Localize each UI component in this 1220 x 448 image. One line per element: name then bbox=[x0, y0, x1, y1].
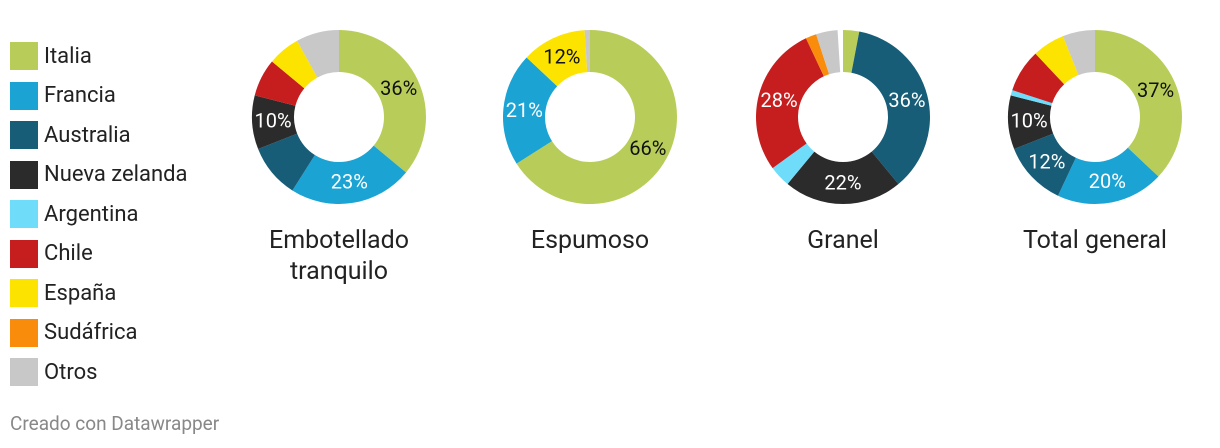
donut-slice bbox=[756, 38, 824, 169]
legend-item: Otros bbox=[10, 358, 97, 386]
donut-slice bbox=[258, 133, 315, 191]
donut-slice bbox=[297, 30, 339, 78]
donut-title: Total general bbox=[1022, 226, 1168, 255]
donut-slice bbox=[1095, 30, 1183, 177]
legend-label: Sudáfrica bbox=[44, 320, 138, 345]
donut-slice bbox=[787, 151, 899, 204]
data-label: 12% bbox=[543, 45, 580, 69]
donut-title: Granel bbox=[807, 226, 879, 255]
legend-item: Nueva zelanda bbox=[10, 160, 188, 189]
legend-item: Francia bbox=[10, 81, 116, 110]
data-label: 20% bbox=[1089, 169, 1126, 193]
data-label: 22% bbox=[824, 170, 861, 194]
legend-swatch bbox=[10, 279, 38, 307]
legend-swatch bbox=[10, 358, 38, 386]
donut-slice bbox=[339, 30, 426, 173]
legend-label: Francia bbox=[44, 83, 116, 108]
donut-slice bbox=[843, 30, 860, 73]
donut-slice bbox=[252, 95, 298, 150]
donut-slice bbox=[1014, 133, 1076, 196]
donut-slice bbox=[1008, 95, 1054, 150]
credit: Creado con Datawrapper bbox=[10, 412, 220, 435]
donut-slice bbox=[1012, 53, 1065, 104]
donut-title: Espumoso bbox=[530, 226, 650, 255]
data-label: 36% bbox=[380, 76, 417, 100]
donut-slice bbox=[516, 30, 677, 205]
legend-label: Chile bbox=[44, 241, 93, 266]
legend-label: Nueva zelanda bbox=[44, 162, 188, 187]
legend-item: Chile bbox=[10, 239, 93, 268]
donut-slice bbox=[292, 145, 407, 204]
donut-slice bbox=[254, 61, 305, 106]
data-label: 10% bbox=[1011, 108, 1048, 132]
legend-swatch bbox=[10, 200, 38, 228]
legend-item: Australia bbox=[10, 121, 131, 149]
donut-title: Embotellado tranquilo bbox=[269, 226, 409, 286]
donut-slice bbox=[1035, 36, 1079, 85]
legend-item: Sudáfrica bbox=[10, 318, 138, 347]
legend-label: Australia bbox=[44, 122, 131, 148]
data-label: 21% bbox=[506, 98, 543, 122]
legend-swatch bbox=[10, 160, 38, 189]
legend-swatch bbox=[10, 81, 38, 110]
legend-label: Otros bbox=[44, 359, 98, 385]
legend-swatch bbox=[10, 121, 38, 149]
legend-item: Argentina bbox=[10, 200, 138, 228]
donut-slice bbox=[851, 31, 930, 185]
donut-slice bbox=[584, 30, 590, 73]
data-label: 36% bbox=[888, 88, 925, 112]
legend-label: Argentina bbox=[44, 201, 139, 227]
data-label: 23% bbox=[331, 169, 368, 193]
data-label: 28% bbox=[761, 88, 798, 112]
donut-slice bbox=[1057, 147, 1159, 205]
legend-item: Italia bbox=[10, 42, 92, 70]
legend-label: Italia bbox=[44, 43, 92, 69]
donut-slice bbox=[271, 40, 318, 89]
donut-slice bbox=[816, 30, 841, 75]
legend-swatch bbox=[10, 239, 38, 268]
donut-slice bbox=[1010, 90, 1053, 106]
legend-label: España bbox=[44, 280, 117, 306]
legend-item: España bbox=[10, 279, 116, 307]
donut-slice bbox=[805, 34, 830, 77]
donut-slice bbox=[772, 143, 815, 185]
donut-slice bbox=[526, 30, 588, 87]
donut-slice bbox=[503, 57, 558, 164]
data-label: 12% bbox=[1028, 149, 1065, 173]
data-label: 37% bbox=[1137, 78, 1174, 102]
donut-slice bbox=[1062, 30, 1095, 76]
data-label: 66% bbox=[629, 136, 666, 160]
legend-swatch bbox=[10, 318, 38, 347]
data-label: 10% bbox=[255, 108, 292, 132]
legend-swatch bbox=[10, 42, 38, 70]
